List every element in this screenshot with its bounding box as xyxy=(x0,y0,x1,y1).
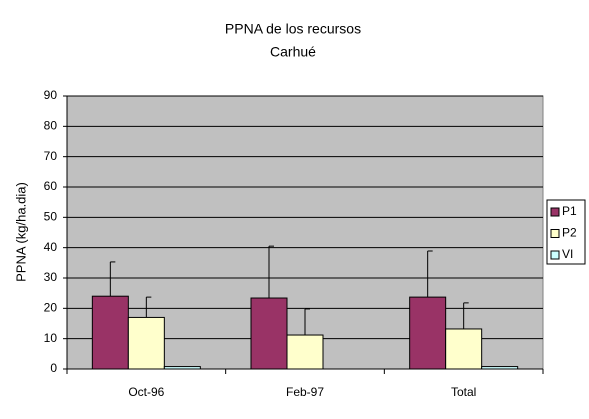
bar xyxy=(250,297,288,370)
x-tick-label: Oct-96 xyxy=(128,385,164,399)
bar xyxy=(91,295,129,370)
x-tick-label: Feb-97 xyxy=(286,385,324,399)
legend-swatch xyxy=(550,207,560,217)
chart-subtitle: Carhué xyxy=(270,44,316,60)
chart-title: PPNA de los recursos xyxy=(225,21,361,37)
y-tick-label: 10 xyxy=(44,331,58,345)
y-tick-label: 0 xyxy=(50,361,57,375)
legend-label: P2 xyxy=(562,226,577,240)
bar xyxy=(409,296,447,370)
bar xyxy=(481,366,519,370)
y-tick-label: 30 xyxy=(44,270,58,284)
y-tick-label: 60 xyxy=(44,179,58,193)
legend-swatch xyxy=(550,229,560,238)
legend-swatch xyxy=(550,250,560,260)
y-tick-label: 20 xyxy=(44,301,58,315)
y-tick-label: 80 xyxy=(44,119,58,133)
bar xyxy=(127,316,165,370)
y-tick-label: 40 xyxy=(44,240,58,254)
bar xyxy=(163,366,201,370)
legend-label: VI xyxy=(562,247,573,261)
legend-label: P1 xyxy=(562,204,577,218)
y-tick-label: 70 xyxy=(44,149,58,163)
y-axis-label: PPNA (kg/ha.dia) xyxy=(13,182,28,282)
y-tick-label: 50 xyxy=(44,210,58,224)
y-tick-label: 90 xyxy=(44,88,58,102)
bar xyxy=(286,334,324,370)
bar xyxy=(445,328,483,370)
x-tick-label: Total xyxy=(451,385,476,399)
